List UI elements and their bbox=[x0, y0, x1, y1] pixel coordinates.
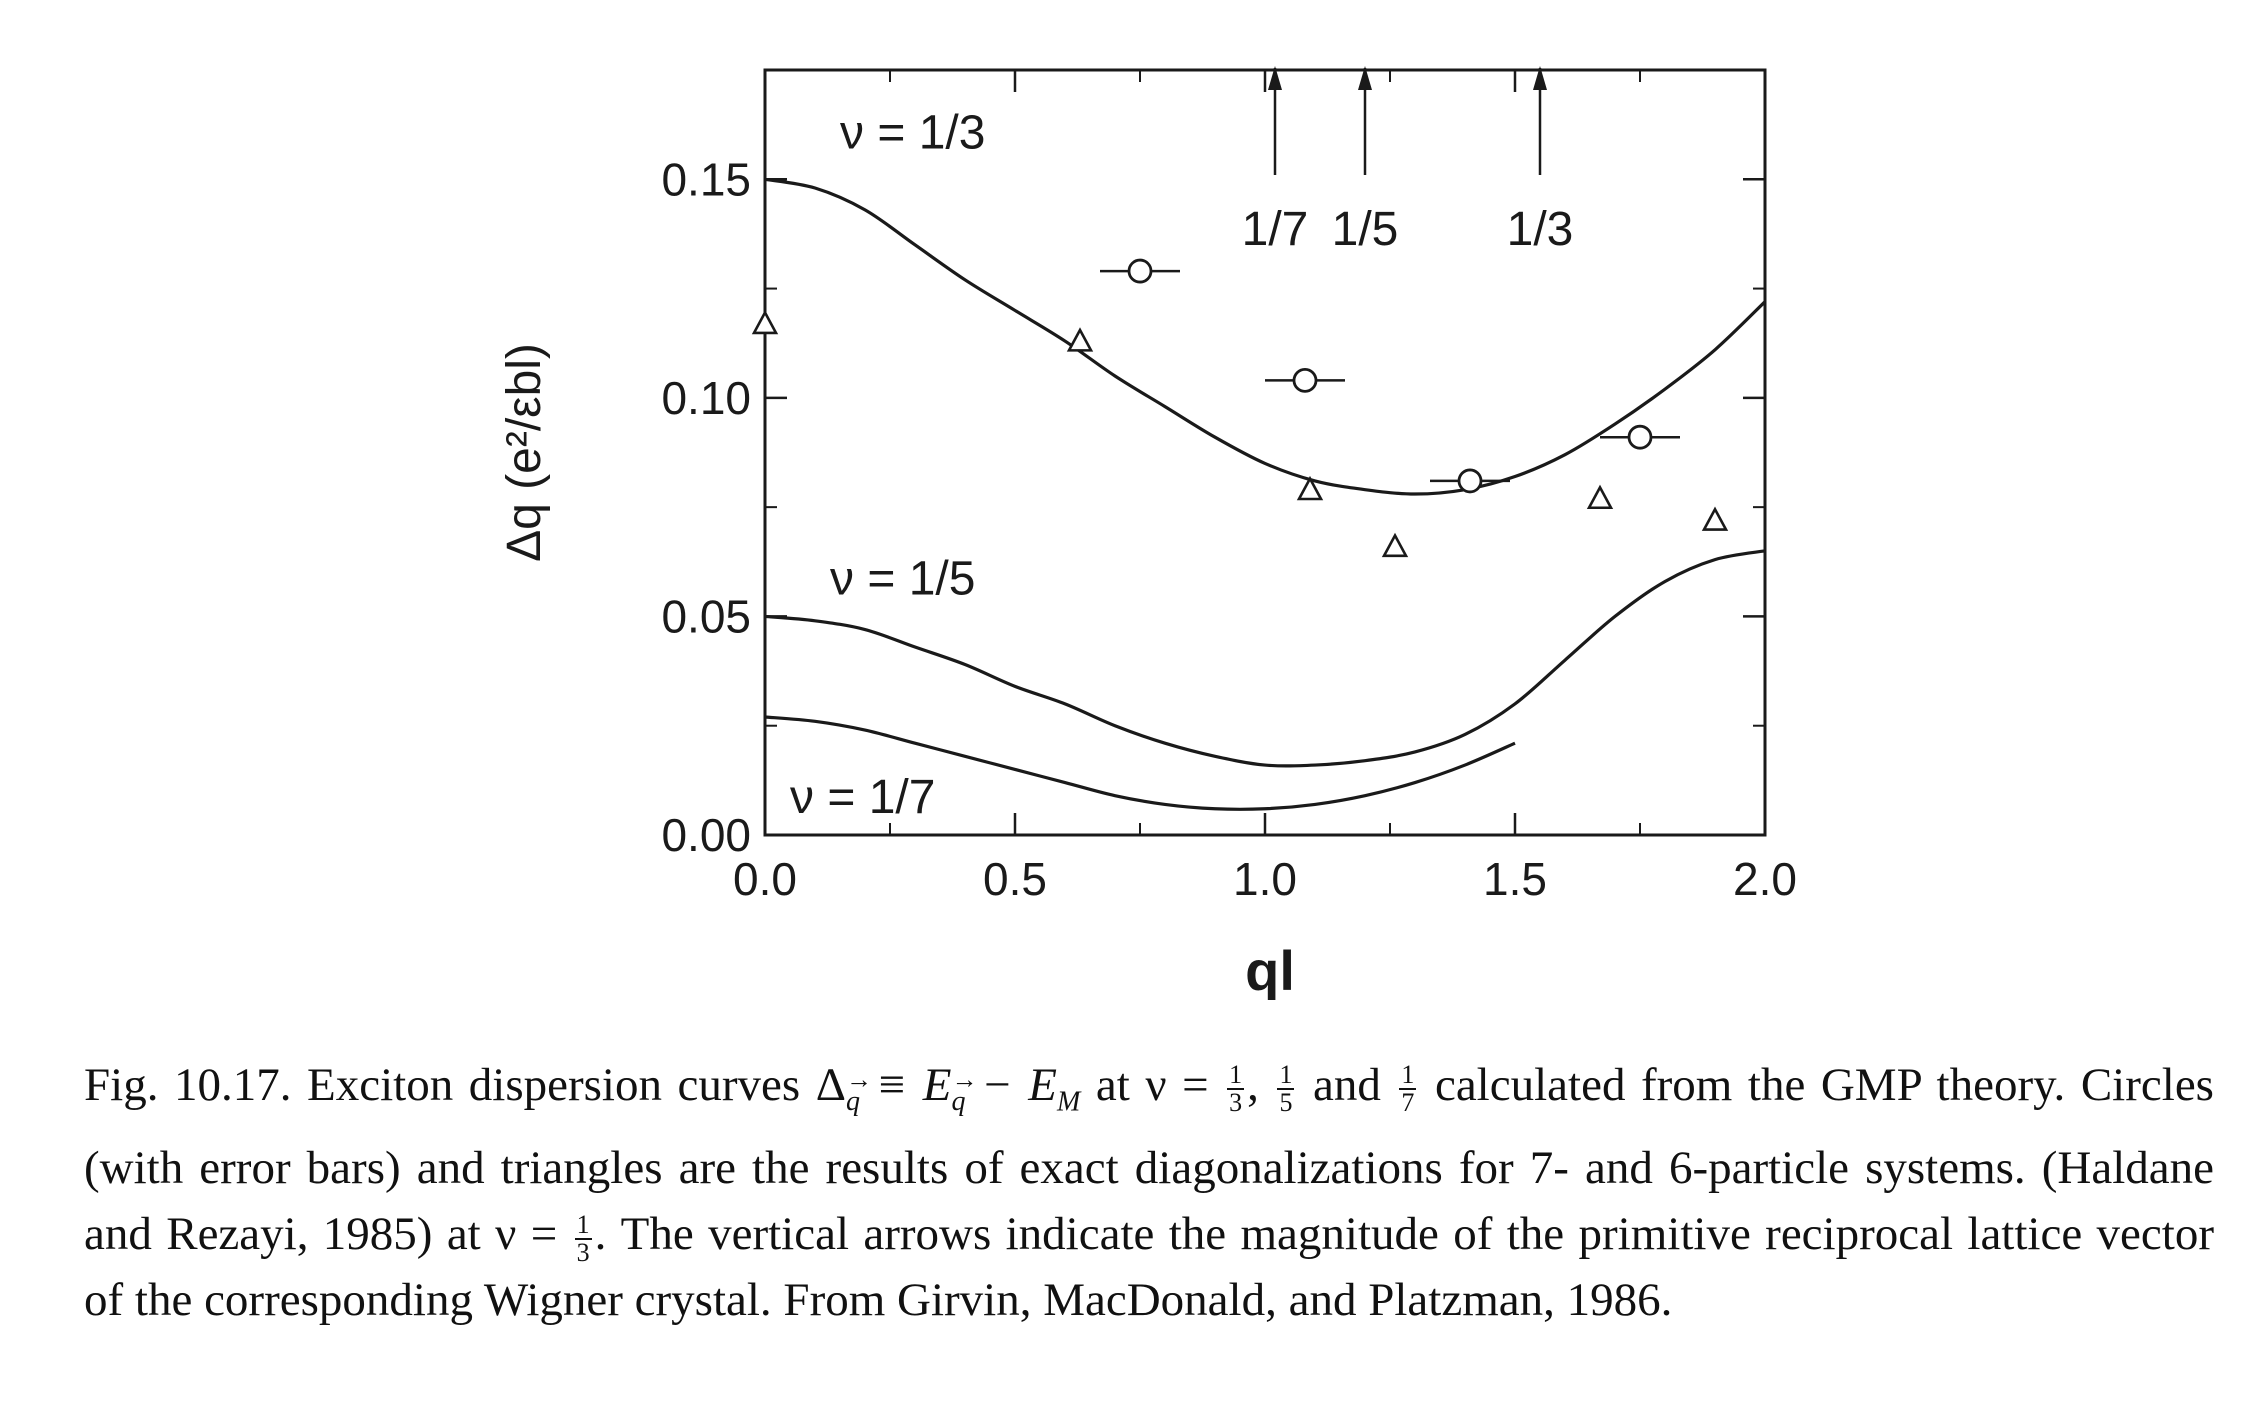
frac-den: 7 bbox=[1401, 1088, 1415, 1118]
curve-label: ν = 1/7 bbox=[790, 771, 935, 824]
y-tick-label: 0.00 bbox=[661, 809, 751, 861]
arrow-head bbox=[1268, 66, 1282, 90]
caption-sub-m: M bbox=[1056, 1086, 1081, 1118]
series-line-3 bbox=[764, 715, 1516, 811]
arrows: 1/7 1/5 1/3 bbox=[1242, 66, 1574, 256]
arrow-head bbox=[1358, 66, 1372, 90]
series-line-1 bbox=[764, 177, 1767, 496]
y-axis-label: Δq (e²/εbl) bbox=[498, 343, 551, 562]
caption-text-3: − E bbox=[965, 1059, 1057, 1111]
ticks: 0.0 0.5 1.0 1.5 2.0 0.00 0.05 0.10 0.15 bbox=[661, 69, 1797, 905]
frac-den: 5 bbox=[1279, 1088, 1293, 1118]
circle-marker bbox=[1127, 258, 1153, 284]
caption-sub-q1: q bbox=[846, 1047, 860, 1135]
caption-text-8: . The vertical arrows indicate the magni… bbox=[84, 1208, 2214, 1327]
x-tick-label: 0.0 bbox=[733, 853, 797, 905]
caption-text-1: Fig. 10.17. Exciton dispersion curves Δ bbox=[84, 1059, 846, 1111]
curve-label: ν = 1/3 bbox=[840, 107, 985, 160]
x-tick-label: 0.5 bbox=[983, 853, 1047, 905]
x-tick-label: 1.0 bbox=[1233, 853, 1297, 905]
arrow-label: 1/7 bbox=[1242, 203, 1309, 256]
x-axis-label: ql bbox=[1245, 939, 1295, 1000]
caption-text-2: ≡ E bbox=[859, 1059, 952, 1111]
caption-text-6: and bbox=[1297, 1059, 1397, 1111]
frac-den: 3 bbox=[1229, 1088, 1243, 1118]
series bbox=[764, 177, 1767, 811]
frac-num: 1 bbox=[1277, 1060, 1295, 1091]
labels: ql Δq (e²/εbl) ν = 1/3 ν = 1/5 ν = 1/7 bbox=[498, 107, 1295, 1000]
y-tick-label: 0.15 bbox=[661, 153, 751, 205]
triangle-marker bbox=[1586, 484, 1614, 510]
arrow-label: 1/3 bbox=[1507, 203, 1574, 256]
x-tick-label: 1.5 bbox=[1483, 853, 1547, 905]
circle-marker bbox=[1627, 424, 1653, 450]
triangle-marker bbox=[751, 309, 779, 335]
triangle-marker bbox=[1701, 506, 1729, 531]
x-tick-label: 2.0 bbox=[1733, 853, 1797, 905]
frac-num: 1 bbox=[1399, 1060, 1417, 1091]
chart-plot: 0.0 0.5 1.0 1.5 2.00.000.050.100.15 1/7 1/5 1/… bbox=[498, 66, 1797, 1000]
curve-label: ν = 1/5 bbox=[830, 553, 975, 606]
frac-den: 3 bbox=[576, 1237, 590, 1267]
plot-frame bbox=[763, 68, 1767, 837]
triangle-marker bbox=[1296, 475, 1324, 501]
frac-num: 1 bbox=[574, 1209, 592, 1240]
frac-num: 1 bbox=[1227, 1060, 1245, 1091]
figure-caption: Fig. 10.17. Exciton dispersion curves Δq… bbox=[84, 1047, 2214, 1333]
caption-sub-q2: q bbox=[951, 1047, 965, 1135]
axes bbox=[763, 68, 1767, 837]
triangle-marker bbox=[1381, 532, 1409, 558]
caption-text-7: calculated from the GMP theory. Circles … bbox=[84, 1059, 2214, 1261]
y-tick-label: 0.05 bbox=[661, 590, 751, 642]
y-tick-label: 0.10 bbox=[661, 372, 751, 424]
circle-marker bbox=[1292, 367, 1318, 393]
caption-text-4: at ν = bbox=[1080, 1059, 1225, 1111]
caption-text-5: , bbox=[1247, 1059, 1275, 1111]
figure: 0.0 0.5 1.0 1.5 2.0 0.00 0.05 0.10 0.15 1/7 1/5 1/… bbox=[498, 66, 1797, 1000]
series-line-2 bbox=[764, 549, 1766, 768]
circle-marker bbox=[1457, 468, 1483, 494]
triangle-marker bbox=[1066, 327, 1094, 352]
markers bbox=[751, 258, 1729, 558]
arrow-label: 1/5 bbox=[1332, 203, 1399, 256]
arrow-head bbox=[1533, 66, 1547, 90]
